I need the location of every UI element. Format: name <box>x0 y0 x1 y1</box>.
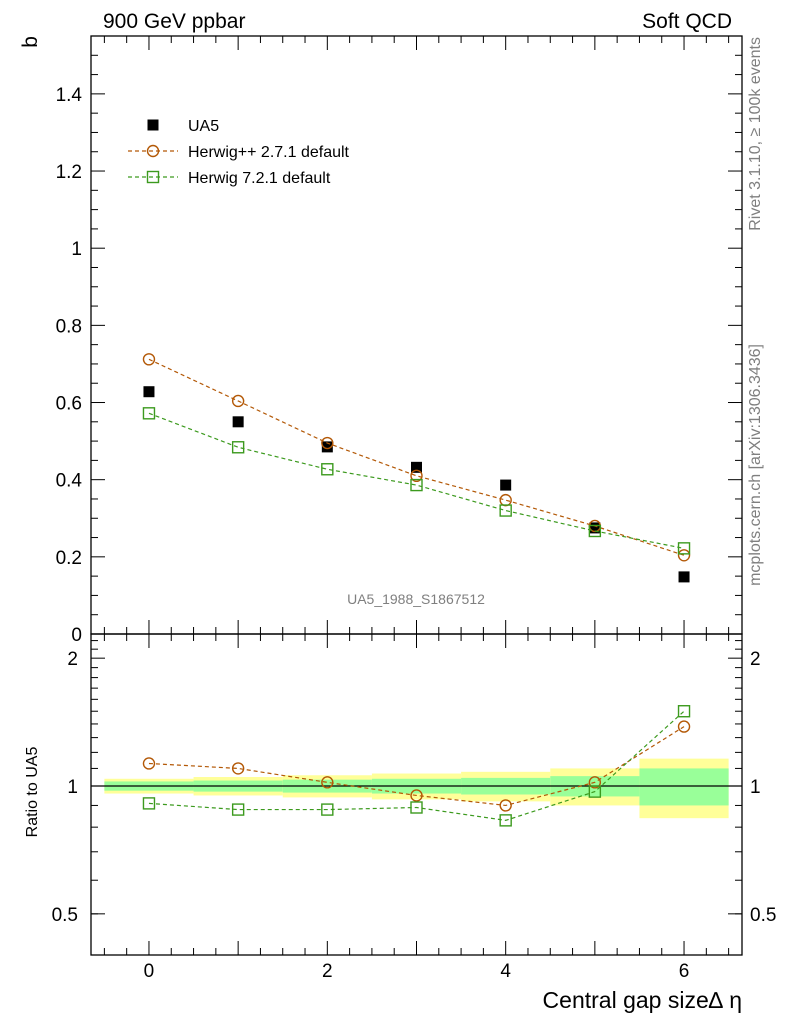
main-y-tick-label: 1 <box>71 239 82 260</box>
ratio-y-tick-label-right: 0.5 <box>750 905 776 926</box>
x-tick-label: 0 <box>144 961 155 982</box>
analysis-id-watermark: UA5_1988_S1867512 <box>347 591 485 607</box>
ratio-point-herwig-7-2-1-default <box>677 705 691 718</box>
data-point-herwig-7-2-1-default <box>231 441 245 454</box>
header-left-title: 900 GeV ppbar <box>103 10 245 33</box>
header-right-title: Soft QCD <box>642 10 732 33</box>
x-tick-label: 4 <box>500 961 511 982</box>
data-point-herwig-7-2-1-default <box>499 504 512 517</box>
data-point-herwig-2-7-1-default <box>142 353 156 366</box>
main-y-tick-label: 0.2 <box>56 548 82 569</box>
ratio-point-herwig-7-2-1-default <box>142 797 156 810</box>
data-point-herwig-7-2-1-default <box>321 463 334 476</box>
main-y-tick-label: 0.6 <box>56 394 82 415</box>
ratio-point-herwig-2-7-1-default <box>499 799 512 812</box>
mcplots-source-text: mcplots.cern.ch [arXiv:1306.3436] <box>747 344 764 586</box>
legend-marker-herwig-2-7-1-default <box>146 144 160 158</box>
ratio-point-herwig-7-2-1-default <box>499 814 512 827</box>
data-point-herwig-2-7-1-default <box>677 549 691 562</box>
ratio-point-herwig-7-2-1-default <box>321 803 334 816</box>
ratio-y-tick-label-right: 1 <box>750 777 761 798</box>
ratio-point-herwig-2-7-1-default <box>142 757 156 770</box>
ratio-line-herwig-2-7-1-default <box>148 726 685 807</box>
ratio-line-herwig-7-2-1-default <box>148 710 685 821</box>
data-point-herwig-2-7-1-default <box>321 436 334 450</box>
data-point-herwig-7-2-1-default <box>677 542 691 555</box>
series-line-herwig-7-2-1-default <box>148 412 685 549</box>
ratio-uncertainty-band-green <box>639 768 729 806</box>
legend-label-ua5: UA5 <box>188 118 219 135</box>
ratio-y-axis-label: Ratio to UA5 <box>24 747 41 838</box>
main-y-tick-label: 0.4 <box>56 471 83 492</box>
main-y-tick-label: 0.8 <box>56 316 82 337</box>
data-point-herwig-2-7-1-default <box>499 493 512 507</box>
data-point-herwig-7-2-1-default <box>588 524 602 538</box>
ratio-point-herwig-7-2-1-default <box>231 803 245 816</box>
ratio-y-tick-label-left: 1 <box>67 777 78 798</box>
ratio-y-tick-label-left: 0.5 <box>52 905 78 926</box>
rivet-version-text: Rivet 3.1.10, ≥ 100k events <box>747 37 764 231</box>
legend-marker-ua5 <box>147 119 159 131</box>
ratio-point-herwig-2-7-1-default <box>410 789 423 802</box>
data-point-ua5 <box>321 441 333 453</box>
ratio-y-tick-label-right: 2 <box>750 649 761 670</box>
main-y-axis-label: b <box>19 36 42 48</box>
series-line-herwig-2-7-1-default <box>148 358 685 556</box>
data-point-ua5 <box>143 386 155 398</box>
data-point-herwig-2-7-1-default <box>410 469 423 483</box>
data-point-ua5 <box>678 571 690 583</box>
data-point-ua5 <box>232 416 244 428</box>
ratio-point-herwig-2-7-1-default <box>231 762 245 775</box>
main-y-tick-label: 0 <box>71 625 82 646</box>
x-tick-label: 2 <box>322 961 333 982</box>
ratio-point-herwig-2-7-1-default <box>588 776 602 789</box>
data-point-ua5 <box>500 479 512 491</box>
legend-label-herwig-2-7-1-default: Herwig++ 2.7.1 default <box>188 144 350 161</box>
ratio-point-herwig-2-7-1-default <box>677 720 691 733</box>
data-point-ua5 <box>411 461 422 473</box>
ratio-point-herwig-2-7-1-default <box>321 776 334 789</box>
main-y-tick-label: 1.2 <box>56 162 82 183</box>
legend-label-herwig-7-2-1-default: Herwig 7.2.1 default <box>188 170 331 187</box>
x-tick-label: 6 <box>679 961 690 982</box>
main-y-tick-label: 1.4 <box>56 85 83 106</box>
data-point-herwig-2-7-1-default <box>231 394 245 408</box>
data-point-ua5 <box>589 522 601 534</box>
data-point-herwig-7-2-1-default <box>410 478 423 492</box>
x-axis-label: Central gap size∆ η <box>543 987 742 1013</box>
data-point-herwig-7-2-1-default <box>142 407 156 420</box>
ratio-y-tick-label-left: 2 <box>67 649 78 670</box>
ratio-point-herwig-7-2-1-default <box>588 785 602 798</box>
ratio-point-herwig-7-2-1-default <box>410 801 423 814</box>
legend-marker-herwig-7-2-1-default <box>146 170 160 184</box>
